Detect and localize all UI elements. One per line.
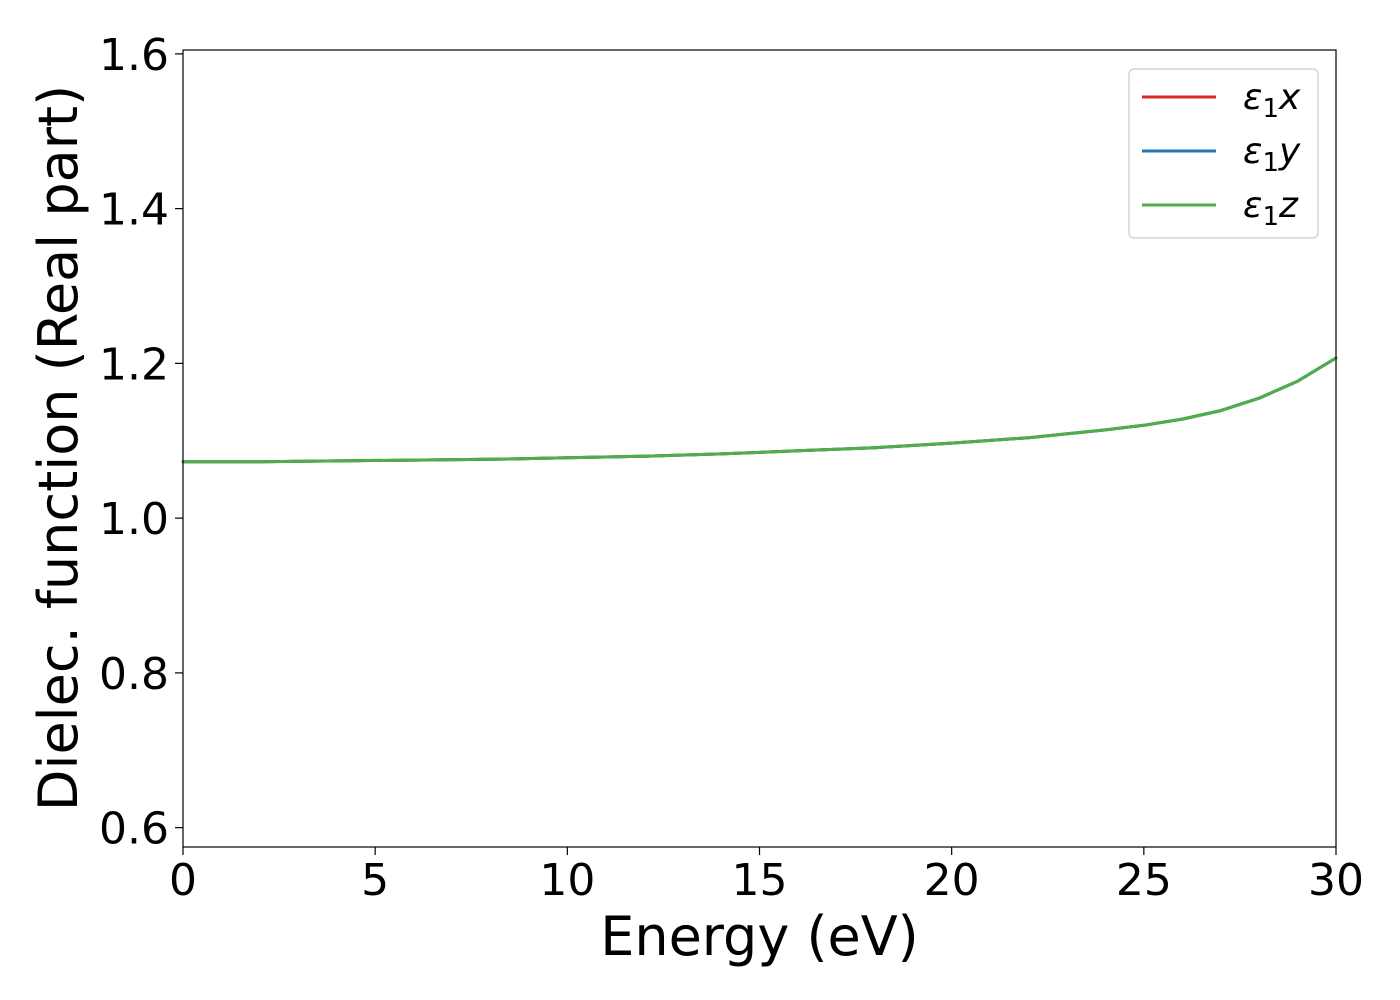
x-tick-label: 15 <box>732 855 788 906</box>
y-axis-label: Dielec. function (Real part) <box>27 85 90 811</box>
x-tick-label: 5 <box>361 855 389 906</box>
legend-symbol: ε <box>1243 77 1262 118</box>
x-tick-label: 0 <box>169 855 197 906</box>
legend-subscript: 1 <box>1262 94 1279 124</box>
y-tick-label: 0.8 <box>99 649 169 700</box>
y-tick-label: 1.4 <box>99 185 169 236</box>
legend-label-y: ε1y <box>1243 131 1301 178</box>
legend-subscript: 1 <box>1262 202 1279 232</box>
legend-frame <box>1128 68 1319 239</box>
legend-symbol: ε <box>1243 131 1262 172</box>
legend-subscript: 1 <box>1262 148 1279 178</box>
legend-axis: z <box>1278 185 1299 226</box>
legend-label-x: ε1x <box>1243 77 1301 124</box>
legend-label-z: ε1z <box>1243 185 1299 232</box>
series-line-z <box>181 356 1338 464</box>
x-axis-label: Energy (eV) <box>600 905 919 968</box>
y-tick-label: 1.6 <box>99 30 169 81</box>
x-tick-label: 30 <box>1308 855 1364 906</box>
y-axis: 0.6 0.8 1.0 1.2 1.4 1.6 <box>99 30 183 855</box>
x-tick-label: 25 <box>1116 855 1172 906</box>
x-tick-label: 20 <box>924 855 980 906</box>
x-axis: 0 5 10 15 20 25 30 <box>169 847 1364 906</box>
series-layer <box>181 356 1338 464</box>
legend-symbol: ε <box>1243 185 1262 226</box>
y-tick-label: 1.2 <box>99 339 169 390</box>
y-tick-label: 1.0 <box>99 494 169 545</box>
legend-axis: x <box>1278 77 1301 118</box>
legend-axis: y <box>1278 131 1301 172</box>
y-tick-label: 0.6 <box>99 804 169 855</box>
x-tick-label: 10 <box>539 855 595 906</box>
